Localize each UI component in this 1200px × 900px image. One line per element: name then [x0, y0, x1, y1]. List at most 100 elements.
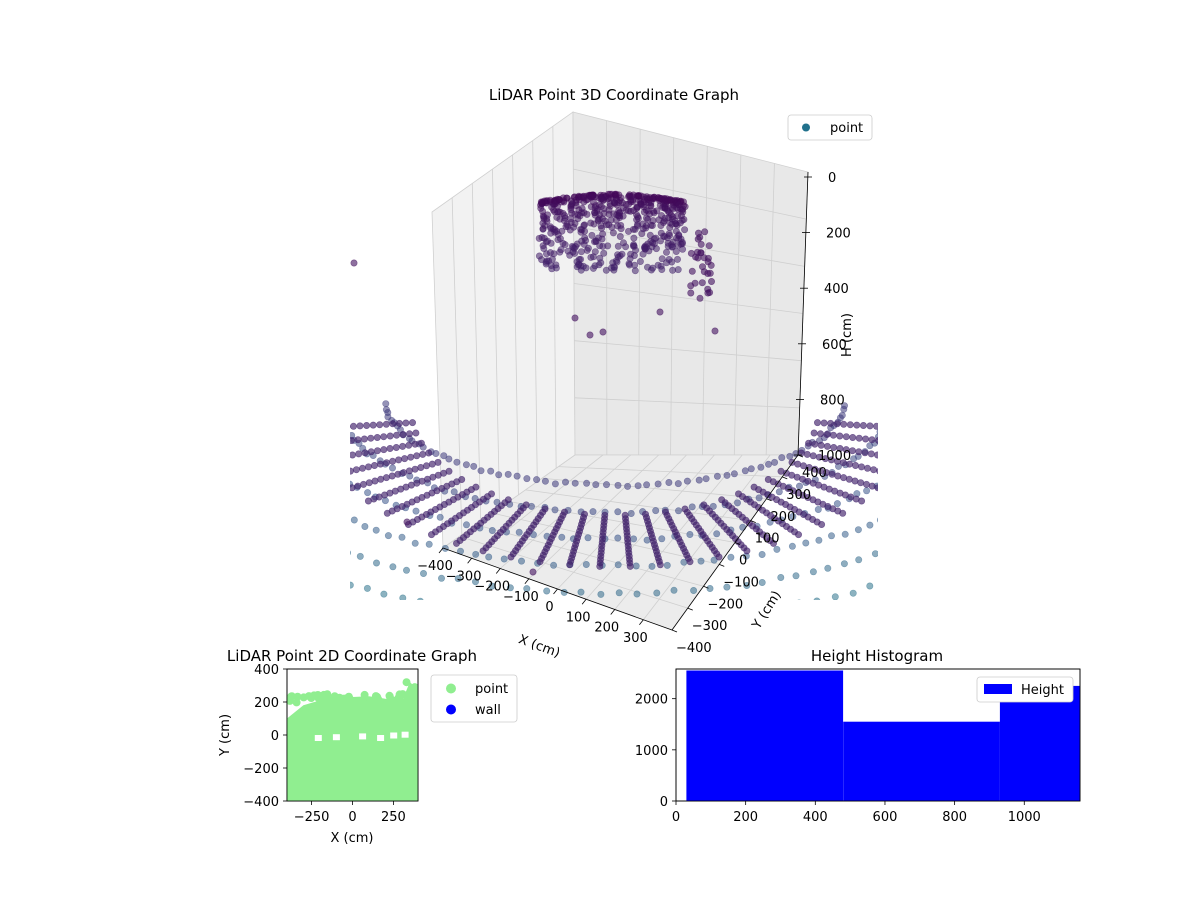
gap: [314, 735, 322, 741]
scan-point: [789, 512, 797, 520]
scan-point: [213, 458, 219, 464]
scan-point: [839, 509, 847, 517]
scan-point: [773, 545, 781, 553]
ceiling-point: [687, 289, 695, 297]
scan-point: [411, 440, 419, 448]
x-axis-label-2d: X (cm): [331, 831, 374, 846]
scan-point: [341, 469, 347, 475]
ceiling-point: [664, 242, 672, 250]
scan-point: [634, 482, 642, 490]
ceiling-point: [636, 257, 644, 265]
scan-point: [218, 468, 224, 474]
scan-point: [928, 489, 934, 495]
z-tick-labels-3d: 0 200 400 600 800 1000: [794, 171, 851, 464]
scan-point: [412, 507, 420, 515]
scan-point: [876, 467, 878, 475]
grid-line: [552, 126, 557, 469]
scan-point: [436, 513, 444, 521]
scan-point: [372, 559, 380, 567]
scan-point: [925, 530, 931, 536]
scan-point: [652, 507, 660, 515]
scan-point: [394, 470, 402, 478]
scan-point: [470, 462, 478, 470]
scan-point: [757, 463, 765, 471]
x-tick-label: −200: [474, 580, 510, 595]
scan-point: [995, 529, 1001, 535]
x-axis-label-3d: X (cm): [516, 632, 562, 661]
scan-point: [992, 569, 998, 575]
scan-point: [270, 468, 276, 474]
gap: [377, 735, 385, 741]
scan-point: [723, 583, 731, 591]
scan-point: [360, 614, 366, 620]
scan-point: [1107, 457, 1113, 463]
scan-point: [876, 428, 878, 435]
scan-point: [911, 500, 917, 506]
ceiling-point: [610, 210, 618, 218]
scan-point: [293, 422, 299, 428]
scan-point: [935, 482, 941, 488]
chart-3d-title: LiDAR Point 3D Coordinate Graph: [489, 86, 739, 104]
scan-point: [976, 500, 982, 506]
scan-point: [384, 532, 392, 540]
scan-point: [114, 451, 120, 457]
scan-point: [130, 491, 136, 497]
y-tick-label: 0: [660, 795, 668, 810]
scan-point: [331, 424, 337, 430]
scan-point: [364, 463, 372, 471]
scan-point: [261, 509, 267, 515]
scan-point: [359, 480, 367, 488]
scan-point: [777, 573, 785, 581]
scan-point: [543, 587, 551, 595]
y-tick-label: 200: [771, 510, 796, 525]
scan-point: [363, 584, 371, 592]
ceiling-point: [638, 230, 646, 238]
scan-point: [434, 458, 442, 466]
ceiling-point: [543, 237, 551, 245]
scan-point: [884, 415, 890, 421]
scan-point: [399, 430, 407, 438]
scan-point: [749, 635, 755, 641]
scan-point: [702, 475, 710, 483]
scan-point: [828, 470, 836, 478]
scan-point: [441, 632, 447, 638]
scan-point: [815, 536, 823, 544]
scan-point: [254, 580, 260, 586]
scan-point: [331, 545, 337, 551]
gap: [401, 731, 409, 738]
ceiling-point: [646, 201, 654, 209]
scan-point: [888, 471, 894, 477]
scan-point: [395, 419, 403, 427]
scan-point: [209, 453, 215, 459]
ceiling-point: [546, 223, 554, 231]
scan-point: [1021, 434, 1027, 440]
scan-point: [405, 467, 413, 475]
scan-point: [602, 481, 610, 489]
ceiling-point: [613, 222, 621, 230]
ceiling-point: [596, 242, 604, 250]
legend-3d-label: point: [830, 121, 863, 136]
scan-point: [471, 578, 479, 586]
scan-point: [371, 477, 379, 485]
ceiling-point: [539, 242, 547, 250]
scan-point: [388, 472, 396, 480]
scan-point: [633, 590, 641, 598]
x-tick-label: 0: [545, 600, 553, 615]
scan-point: [971, 544, 977, 550]
scan-point: [803, 450, 811, 458]
scan-point: [388, 464, 396, 472]
scan-point: [1007, 463, 1013, 469]
ceiling-point: [582, 237, 590, 245]
scan-point: [875, 437, 878, 444]
scan-point: [389, 420, 397, 428]
scan-point: [883, 578, 889, 584]
scan-point: [270, 553, 276, 559]
scan-point: [250, 435, 256, 441]
scan-point: [797, 599, 801, 600]
outlier-point: [571, 314, 579, 322]
legend-2d-marker-point: [446, 683, 456, 694]
scan-point: [407, 453, 415, 461]
ceiling-point: [591, 204, 599, 212]
